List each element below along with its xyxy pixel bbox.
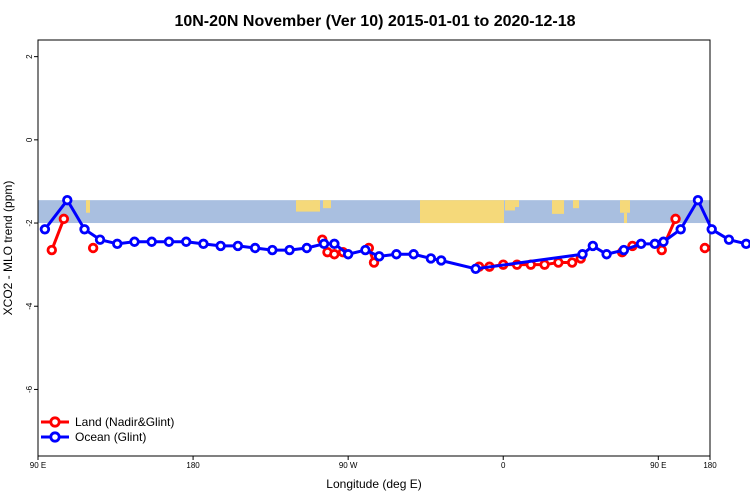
x-tick-label: 0 [501, 461, 506, 470]
series-layer [39, 194, 750, 274]
data-point [675, 224, 686, 235]
data-point [46, 244, 57, 256]
data-point [329, 249, 340, 260]
map-land [86, 200, 90, 213]
map-land [323, 200, 331, 209]
map-ocean [38, 200, 710, 224]
series-ocean [39, 194, 750, 274]
map-land [420, 200, 504, 224]
legend-marker-ocean [49, 431, 61, 443]
data-point [391, 249, 402, 260]
data-point [58, 213, 70, 225]
data-point [112, 238, 123, 250]
y-tick-label: -4 [25, 302, 34, 310]
data-point [656, 244, 667, 256]
data-point [249, 242, 261, 254]
data-point [360, 244, 371, 256]
data-point [301, 242, 312, 254]
map-land [552, 200, 564, 214]
x-tick-label: 180 [703, 461, 717, 470]
data-point [539, 259, 550, 270]
data-point [267, 244, 278, 256]
data-point [129, 236, 140, 247]
map-land [296, 200, 320, 212]
world-map-band [38, 200, 710, 224]
data-point [180, 236, 192, 247]
data-point [692, 194, 704, 206]
data-point [587, 240, 599, 252]
data-point [553, 257, 564, 268]
x-tick-label: 90 E [30, 461, 46, 470]
data-point [670, 213, 681, 225]
data-point [436, 255, 447, 266]
x-tick-label: 180 [186, 461, 200, 470]
data-point [699, 242, 711, 254]
data-point [94, 234, 106, 245]
legend-marker-land [49, 416, 61, 428]
legend: Land (Nadir&Glint) Ocean (Glint) [41, 415, 174, 444]
x-axis: 90 E 180 90 W 0 90 E 180 [30, 456, 717, 470]
legend-label-ocean: Ocean (Glint) [75, 430, 146, 444]
data-point [284, 244, 295, 256]
data-point [39, 224, 51, 235]
data-point [62, 194, 73, 206]
data-point [425, 253, 437, 264]
data-point [649, 238, 661, 250]
data-point [318, 238, 330, 250]
data-point [723, 234, 735, 245]
data-point [198, 238, 209, 250]
data-point [618, 244, 630, 256]
y-tick-label: 2 [25, 54, 34, 59]
map-land [313, 200, 319, 210]
chart-title: 10N-20N November (Ver 10) 2015-01-01 to … [174, 13, 575, 30]
legend-label-land: Land (Nadir&Glint) [75, 415, 174, 429]
map-land [515, 200, 519, 208]
map-land [620, 200, 630, 213]
data-point [408, 249, 419, 260]
data-point [342, 249, 354, 260]
data-point [577, 249, 588, 260]
y-tick-label: -6 [25, 385, 34, 393]
data-point [329, 238, 340, 250]
y-tick-label: -2 [25, 219, 34, 227]
data-point [470, 263, 481, 274]
y-tick-label: 0 [25, 137, 34, 142]
data-point [79, 224, 90, 235]
data-point [368, 257, 380, 268]
x-tick-label: 90 E [650, 461, 666, 470]
data-point [658, 236, 669, 247]
data-point [146, 236, 157, 247]
data-point [601, 249, 612, 260]
data-point [87, 242, 99, 254]
data-point [706, 224, 717, 235]
data-point [566, 257, 578, 268]
data-point [635, 238, 647, 250]
data-point [215, 240, 226, 252]
data-point [232, 240, 244, 252]
data-point [163, 236, 175, 247]
x-tick-label: 90 W [339, 461, 358, 470]
x-axis-label: Longitude (deg E) [326, 477, 421, 491]
y-axis-label: XCO2 - MLO trend (ppm) [1, 181, 15, 316]
data-point [373, 251, 385, 262]
data-point [740, 238, 750, 250]
map-land [505, 200, 515, 211]
map-land [624, 212, 627, 224]
y-axis: 2 0 -2 -4 -6 [25, 54, 38, 393]
series-line [50, 218, 66, 251]
map-land [573, 200, 579, 209]
